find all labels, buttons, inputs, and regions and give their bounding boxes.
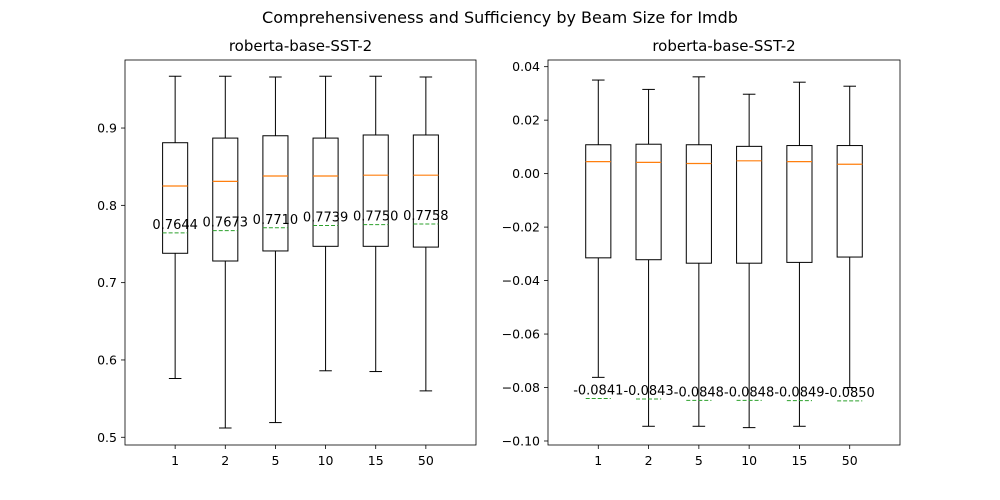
axes-frame bbox=[547, 59, 901, 446]
mean-label: 0.7750 bbox=[353, 210, 399, 225]
x-tick-label: 1 bbox=[171, 453, 179, 468]
x-tick-label: 10 bbox=[741, 453, 757, 468]
mean-label: -0.0850 bbox=[825, 386, 875, 401]
y-tick-label: 0.6 bbox=[97, 352, 117, 367]
iqr-box bbox=[685, 144, 712, 264]
iqr-box bbox=[836, 145, 863, 258]
x-tick-label: 10 bbox=[318, 453, 334, 468]
y-tick-label: 0.00 bbox=[512, 166, 540, 181]
subplot-title: roberta-base-SST-2 bbox=[652, 37, 795, 55]
box-10: -0.0848 bbox=[724, 93, 774, 429]
box-15: 0.7750 bbox=[353, 75, 399, 373]
box-50: -0.0850 bbox=[825, 85, 875, 402]
y-tick-label: 0.5 bbox=[97, 430, 117, 445]
box-5: 0.7710 bbox=[253, 76, 299, 424]
y-tick-label: 0.8 bbox=[97, 198, 117, 213]
x-tick-label: 15 bbox=[368, 453, 384, 468]
y-tick-label: 0.02 bbox=[512, 113, 540, 128]
mean-label: -0.0843 bbox=[623, 384, 673, 399]
x-tick-label: 50 bbox=[842, 453, 858, 468]
box-15: -0.0849 bbox=[774, 81, 825, 427]
iqr-box bbox=[212, 137, 239, 262]
left-panel: roberta-base-SST-2 0.5 0.6 0.7 0.8 0.9 1 2 5 10 15… bbox=[97, 37, 477, 468]
iqr-box bbox=[362, 134, 389, 247]
x-tick-label: 5 bbox=[695, 453, 703, 468]
box-1: 0.7644 bbox=[152, 75, 198, 380]
y-tick-label: −0.08 bbox=[502, 380, 540, 395]
y-tick-label: −0.04 bbox=[502, 273, 540, 288]
right-panel: roberta-base-SST-2 −0.10 −0.08 −0.06 −0.04 −0… bbox=[502, 37, 901, 468]
iqr-box bbox=[635, 143, 662, 261]
y-tick-label: −0.02 bbox=[502, 220, 540, 235]
x-tick-label: 5 bbox=[271, 453, 279, 468]
y-tick-label: 0.7 bbox=[97, 275, 117, 290]
iqr-box bbox=[786, 145, 813, 263]
box-1: -0.0841 bbox=[573, 79, 623, 399]
iqr-box bbox=[312, 137, 339, 247]
mean-label: -0.0848 bbox=[674, 385, 724, 400]
iqr-box bbox=[162, 142, 189, 254]
mean-label: -0.0848 bbox=[724, 385, 774, 400]
axes-frame bbox=[124, 59, 477, 446]
x-tick-label: 50 bbox=[418, 453, 434, 468]
iqr-box bbox=[262, 135, 289, 252]
mean-label: 0.7710 bbox=[253, 213, 299, 228]
mean-label: -0.0849 bbox=[774, 386, 824, 401]
subplot-title: roberta-base-SST-2 bbox=[229, 37, 372, 55]
iqr-box bbox=[412, 134, 439, 248]
box-5: -0.0848 bbox=[674, 76, 724, 427]
mean-label: 0.7644 bbox=[152, 218, 198, 233]
x-tick-label: 2 bbox=[221, 453, 229, 468]
box-2: 0.7673 bbox=[203, 75, 249, 429]
box-50: 0.7758 bbox=[403, 76, 449, 392]
mean-label: 0.7758 bbox=[403, 209, 449, 224]
mean-label: 0.7673 bbox=[203, 216, 249, 231]
mean-label: -0.0841 bbox=[573, 383, 623, 398]
box-10: 0.7739 bbox=[303, 75, 349, 372]
mean-label: 0.7739 bbox=[303, 211, 349, 226]
y-tick-label: −0.10 bbox=[502, 433, 540, 448]
x-tick-label: 2 bbox=[645, 453, 653, 468]
x-tick-label: 15 bbox=[791, 453, 807, 468]
box-2: -0.0843 bbox=[623, 88, 674, 427]
y-tick-label: 0.04 bbox=[512, 59, 540, 74]
figure-title: Comprehensiveness and Sufficiency by Bea… bbox=[262, 8, 738, 27]
y-tick-label: 0.9 bbox=[97, 121, 117, 136]
iqr-box bbox=[736, 145, 763, 264]
y-tick-label: −0.06 bbox=[502, 327, 540, 342]
x-tick-label: 1 bbox=[594, 453, 602, 468]
iqr-box bbox=[585, 144, 612, 259]
